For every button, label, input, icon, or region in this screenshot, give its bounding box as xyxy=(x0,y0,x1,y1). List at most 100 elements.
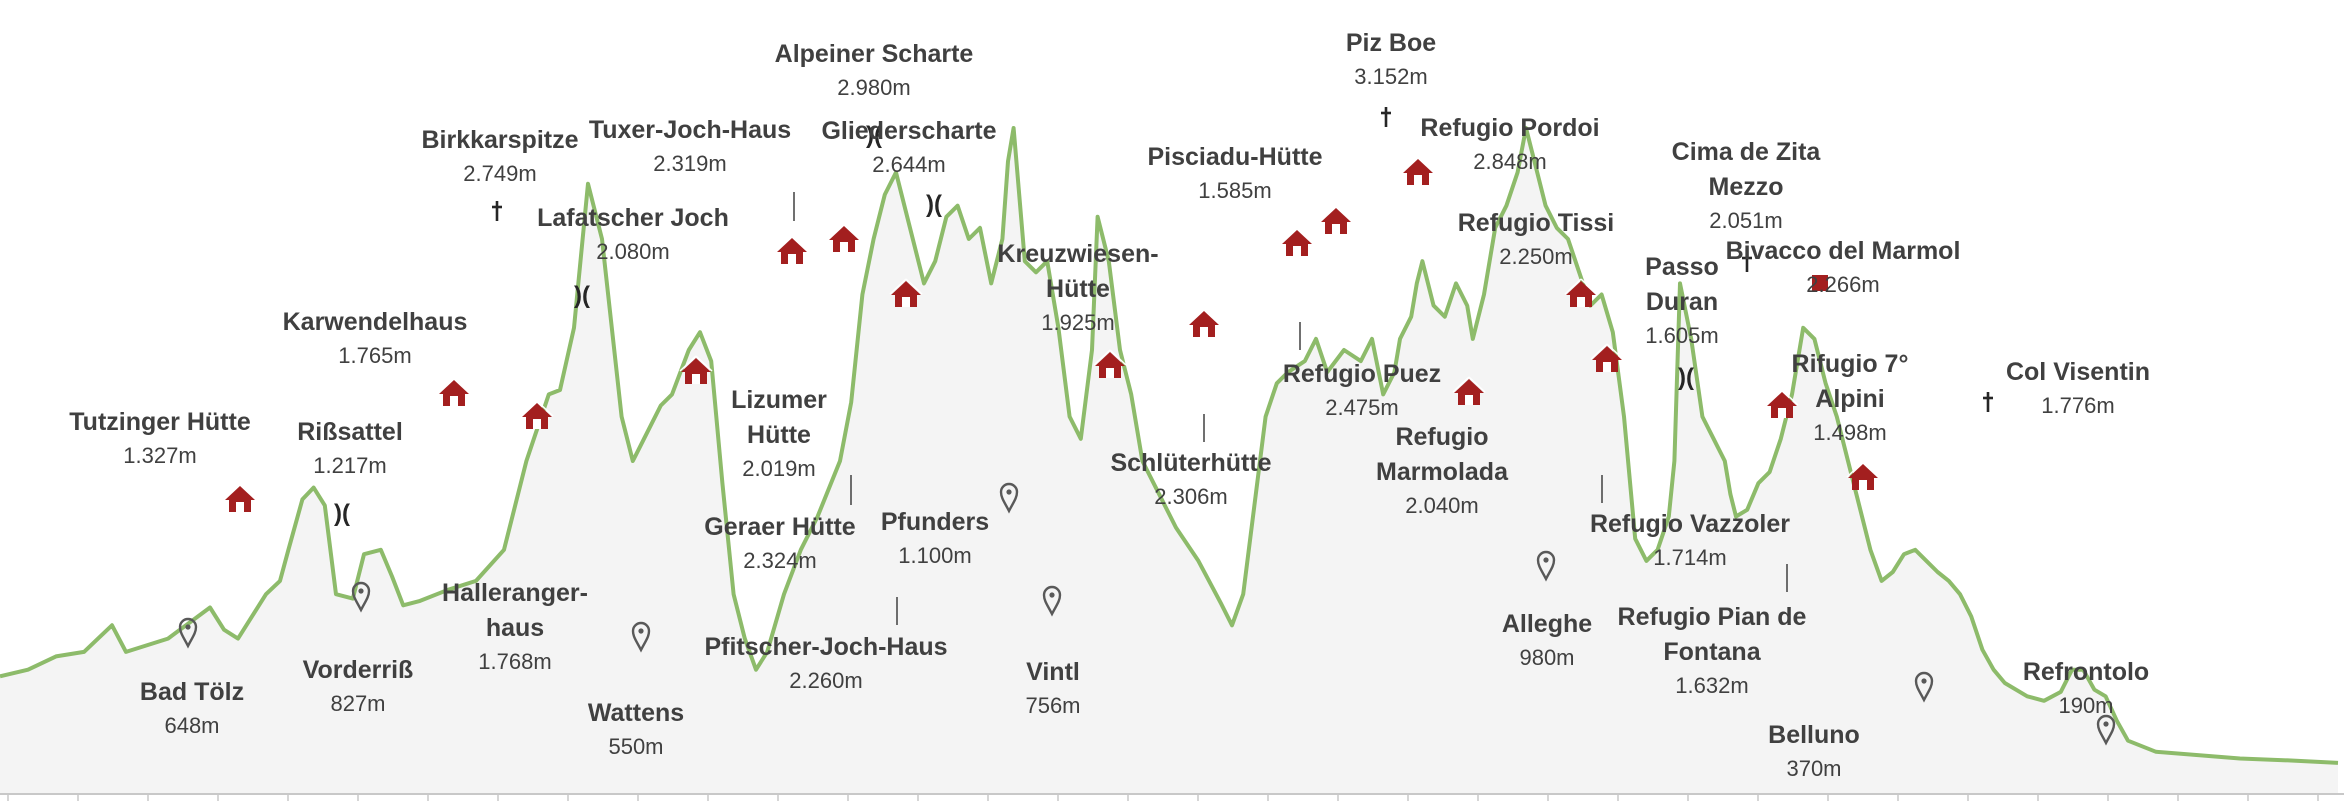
hut-icon-roof-right xyxy=(1580,278,1598,295)
label-alpeiner-scharte-name: Alpeiner Scharte xyxy=(775,40,974,68)
label-pfitscher-joch-haus-elevation: 2.260m xyxy=(789,668,862,693)
hut-icon-shape xyxy=(891,281,921,307)
x-axis-ticks xyxy=(7,794,2319,801)
label-refrontolo-name: Refrontolo xyxy=(2023,658,2149,686)
hut-icon-door xyxy=(1332,224,1340,234)
label-kreuzwiesen-hu-tte-elevation: 1.925m xyxy=(1041,310,1114,335)
hut-icon-roof-left xyxy=(1564,278,1582,295)
label-col-visentin-name: Col Visentin xyxy=(2006,358,2150,386)
label-karwendelhaus-name: Karwendelhaus xyxy=(283,308,468,336)
hut-icon-roof-left xyxy=(1280,227,1298,244)
hut-icon-door xyxy=(1859,480,1867,490)
hut-icon-roof-left xyxy=(775,235,793,252)
label-rifugio-7-alpini-elevation: 1.498m xyxy=(1813,420,1886,445)
hut-icon xyxy=(1846,461,1880,490)
hut-icon-door xyxy=(692,374,700,384)
location-pin-outline xyxy=(631,621,651,653)
hut-icon xyxy=(1319,205,1353,234)
label-bivacco-del-marmol-name: Bivacco del Marmol xyxy=(1726,237,1961,265)
location-pin-outline xyxy=(999,482,1019,514)
hut-icon xyxy=(679,355,713,384)
hut-icon-door xyxy=(236,502,244,512)
location-pin-icon xyxy=(631,621,651,653)
location-pin-icon xyxy=(178,617,198,649)
hut-icon-roof-left xyxy=(1093,349,1111,366)
label-lafatscher-joch-name: Lafatscher Joch xyxy=(537,204,729,232)
label-pisciadu-hu-tte-name: Pisciadu-Hütte xyxy=(1147,143,1322,171)
label-tuxer-joch-haus-elevation: 2.319m xyxy=(653,151,726,176)
label-bivacco-del-marmol-elevation: 2.266m xyxy=(1806,272,1879,297)
label-lizumer-hu-tte-name-line2: Hütte xyxy=(747,421,811,449)
label-lafatscher-joch-elevation: 2.080m xyxy=(596,239,669,264)
location-pin-dot xyxy=(358,588,364,594)
hut-icon-roof-left xyxy=(1590,343,1608,360)
mountain-pass-glyph: )( xyxy=(926,191,942,218)
label-vorderri-elevation: 827m xyxy=(330,691,385,716)
location-pin-outline xyxy=(351,581,371,613)
hut-icon-roof-left xyxy=(520,400,538,417)
hut-icon-door xyxy=(450,396,458,406)
hut-icon-door xyxy=(1106,368,1114,378)
label-col-visentin-elevation: 1.776m xyxy=(2041,393,2114,418)
label-vintl-name: Vintl xyxy=(1026,658,1080,686)
label-gliederscharte-elevation: 2.644m xyxy=(872,152,945,177)
hut-icon-roof-left xyxy=(1401,156,1419,173)
hut-icon-door xyxy=(1577,297,1585,307)
hut-icon-shape xyxy=(1095,352,1125,378)
hut-icon-roof-left xyxy=(223,483,241,500)
label-refugio-pordoi-name: Refugio Pordoi xyxy=(1420,114,1599,142)
hut-icon xyxy=(775,235,809,264)
label-refugio-marmolada-name: Refugio xyxy=(1395,423,1488,451)
location-pin-outline xyxy=(178,617,198,649)
label-schlu-terhu-tte-elevation: 2.306m xyxy=(1154,484,1227,509)
hut-icon-shape xyxy=(522,403,552,429)
label-refugio-pordoi-elevation: 2.848m xyxy=(1473,149,1546,174)
label-refugio-pian-de-fontana-elevation: 1.632m xyxy=(1675,673,1748,698)
location-pin-dot xyxy=(185,624,191,630)
hut-icon-roof-left xyxy=(827,223,845,240)
hut-icon-roof-left xyxy=(1846,461,1864,478)
mountain-pass-icon: )( xyxy=(926,191,942,218)
label-pfitscher-joch-haus-name: Pfitscher-Joch-Haus xyxy=(704,633,947,661)
label-refugio-vazzoler-name: Refugio Vazzoler xyxy=(1590,510,1790,538)
location-pin-dot xyxy=(2103,721,2109,727)
hut-icon-roof-left xyxy=(1765,389,1783,406)
hut-icon-shape xyxy=(1454,379,1484,405)
location-pin-icon xyxy=(999,482,1019,514)
hut-icon xyxy=(889,278,923,307)
label-ri-sattel-name: Rißsattel xyxy=(297,418,403,446)
location-pin-outline xyxy=(1042,585,1062,617)
summit-cross-icon xyxy=(1742,252,1752,272)
label-halleranger-haus-name: Halleranger- xyxy=(442,579,588,607)
location-pin-dot xyxy=(638,628,644,634)
label-alleghe-name: Alleghe xyxy=(1502,610,1592,638)
hut-icon-shape xyxy=(829,226,859,252)
bivouac-square xyxy=(1812,275,1828,291)
hut-icon-shape xyxy=(1848,464,1878,490)
label-passo-duran-name-line2: Duran xyxy=(1646,288,1718,316)
label-pfunders-name: Pfunders xyxy=(881,508,989,536)
label-halleranger-haus-name-line2: haus xyxy=(486,614,544,642)
label-tutzinger-hu-tte-elevation: 1.327m xyxy=(123,443,196,468)
hut-icon-shape xyxy=(1321,208,1351,234)
hut-icon-roof-left xyxy=(1319,205,1337,222)
mountain-pass-glyph: )( xyxy=(866,122,882,149)
hut-icon-roof-right xyxy=(1606,343,1624,360)
label-alpeiner-scharte-elevation: 2.980m xyxy=(837,75,910,100)
label-refugio-pian-de-fontana-name: Refugio Pian de xyxy=(1618,603,1807,631)
hut-icon-roof-left xyxy=(1187,308,1205,325)
label-cima-de-zita-mezzo-elevation: 2.051m xyxy=(1709,208,1782,233)
label-refugio-vazzoler-elevation: 1.714m xyxy=(1653,545,1726,570)
location-pin-outline xyxy=(1536,550,1556,582)
label-lizumer-hu-tte-name: Lizumer xyxy=(731,386,827,414)
label-geraer-hu-tte-elevation: 2.324m xyxy=(743,548,816,573)
label-alleghe-elevation: 980m xyxy=(1519,645,1574,670)
hut-icon-door xyxy=(1293,246,1301,256)
hut-icon-door xyxy=(902,297,910,307)
label-gliederscharte-name: Gliederscharte xyxy=(821,117,996,145)
label-vorderri-name: Vorderriß xyxy=(303,656,414,684)
hut-icon-roof-right xyxy=(536,400,554,417)
hut-icon-roof-right xyxy=(905,278,923,295)
label-schlu-terhu-tte-name: Schlüterhütte xyxy=(1110,449,1271,477)
label-refugio-tissi-elevation: 2.250m xyxy=(1499,244,1572,269)
